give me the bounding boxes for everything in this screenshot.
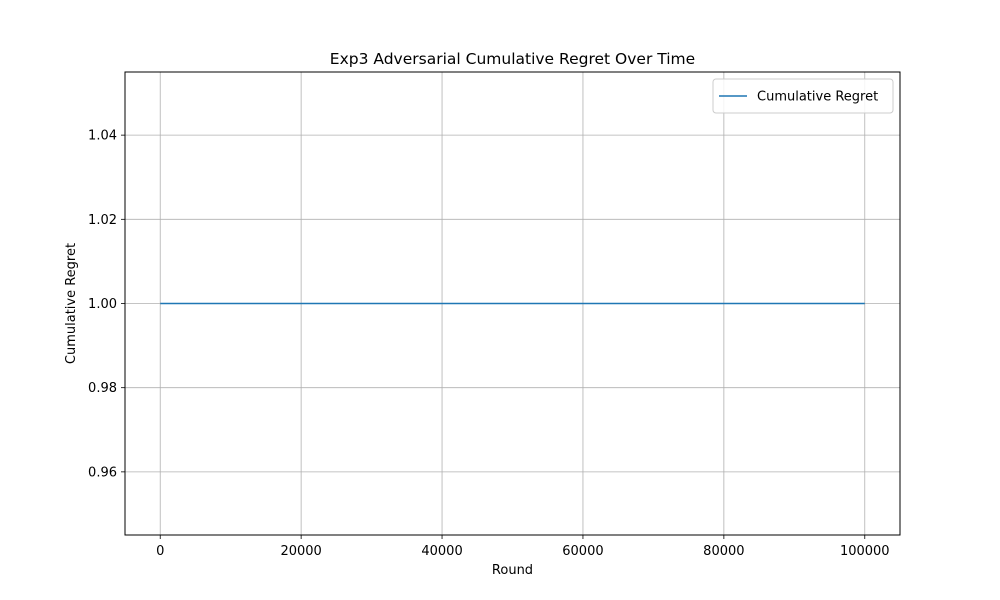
y-tick-label: 1.02 <box>88 213 117 228</box>
x-tick-label: 100000 <box>840 544 890 559</box>
x-tick-label: 0 <box>156 544 164 559</box>
y-tick-label: 1.04 <box>88 129 117 144</box>
y-tick-label: 0.98 <box>88 381 117 396</box>
chart-title: Exp3 Adversarial Cumulative Regret Over … <box>330 50 695 68</box>
legend-box <box>712 78 894 114</box>
y-axis: 0.96 0.98 1.00 1.02 1.04 <box>88 129 125 480</box>
y-tick-label: 0.96 <box>88 465 117 480</box>
x-axis-label: Round <box>492 563 533 578</box>
y-tick-label: 1.00 <box>88 297 117 312</box>
legend-label: Cumulative Regret <box>757 90 878 105</box>
x-tick-label: 20000 <box>280 544 321 559</box>
x-tick-label: 60000 <box>562 544 603 559</box>
x-axis: 0 20000 40000 60000 80000 100000 <box>156 535 890 559</box>
y-axis-label: Cumulative Regret <box>64 243 79 364</box>
x-tick-label: 80000 <box>703 544 744 559</box>
x-tick-label: 40000 <box>421 544 462 559</box>
legend: Cumulative Regret <box>712 78 894 114</box>
